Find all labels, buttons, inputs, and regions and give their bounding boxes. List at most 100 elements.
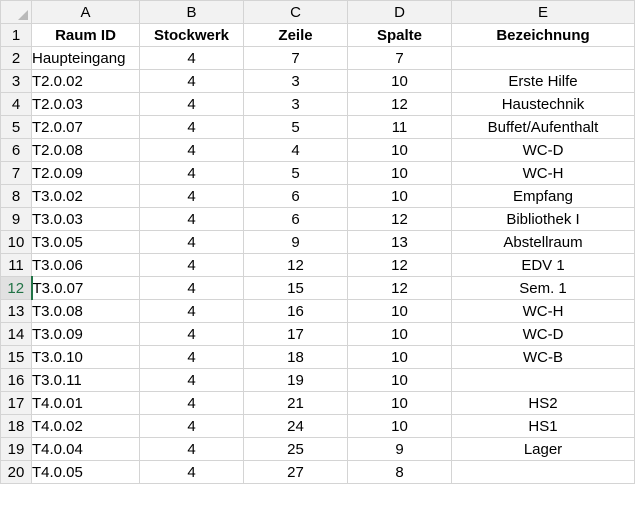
row-number[interactable]: 4: [0, 92, 32, 116]
raum-id-cell[interactable]: T2.0.02: [31, 69, 140, 93]
zeile-cell[interactable]: 15: [243, 276, 348, 300]
spalte-cell[interactable]: 12: [347, 92, 452, 116]
bezeichnung-cell[interactable]: EDV 1: [451, 253, 635, 277]
column-header-c[interactable]: C: [243, 0, 348, 24]
column-header-d[interactable]: D: [347, 0, 452, 24]
zeile-cell[interactable]: 5: [243, 161, 348, 185]
row-number[interactable]: 11: [0, 253, 32, 277]
raum-id-cell[interactable]: T2.0.08: [31, 138, 140, 162]
stockwerk-cell[interactable]: 4: [139, 391, 244, 415]
spalte-cell[interactable]: 10: [347, 299, 452, 323]
spalte-cell[interactable]: 12: [347, 253, 452, 277]
zeile-cell[interactable]: 16: [243, 299, 348, 323]
zeile-cell[interactable]: 17: [243, 322, 348, 346]
select-all-corner[interactable]: [0, 0, 32, 24]
row-number[interactable]: 6: [0, 138, 32, 162]
bezeichnung-cell[interactable]: WC-D: [451, 138, 635, 162]
spalte-cell[interactable]: 12: [347, 276, 452, 300]
bezeichnung-cell[interactable]: WC-H: [451, 161, 635, 185]
row-number[interactable]: 18: [0, 414, 32, 438]
stockwerk-cell[interactable]: 4: [139, 368, 244, 392]
zeile-cell[interactable]: 6: [243, 207, 348, 231]
bezeichnung-cell[interactable]: Bibliothek I: [451, 207, 635, 231]
raum-id-cell[interactable]: T4.0.05: [31, 460, 140, 484]
stockwerk-cell[interactable]: 4: [139, 69, 244, 93]
row-number[interactable]: 5: [0, 115, 32, 139]
raum-id-cell[interactable]: T2.0.07: [31, 115, 140, 139]
stockwerk-cell[interactable]: 4: [139, 184, 244, 208]
bezeichnung-cell[interactable]: [451, 46, 635, 70]
stockwerk-cell[interactable]: 4: [139, 161, 244, 185]
zeile-cell[interactable]: 27: [243, 460, 348, 484]
bezeichnung-cell[interactable]: Haustechnik: [451, 92, 635, 116]
row-number[interactable]: 14: [0, 322, 32, 346]
raum-id-cell[interactable]: T4.0.02: [31, 414, 140, 438]
zeile-cell[interactable]: 19: [243, 368, 348, 392]
column-header-a[interactable]: A: [31, 0, 140, 24]
spalte-cell[interactable]: 9: [347, 437, 452, 461]
row-number[interactable]: 20: [0, 460, 32, 484]
stockwerk-cell[interactable]: 4: [139, 92, 244, 116]
stockwerk-cell[interactable]: 4: [139, 230, 244, 254]
zeile-cell[interactable]: 7: [243, 46, 348, 70]
row-number[interactable]: 12: [0, 276, 33, 300]
row-number[interactable]: 7: [0, 161, 32, 185]
stockwerk-cell[interactable]: 4: [139, 460, 244, 484]
stockwerk-cell[interactable]: 4: [139, 299, 244, 323]
row-number[interactable]: 1: [0, 23, 32, 47]
row-number[interactable]: 9: [0, 207, 32, 231]
bezeichnung-cell[interactable]: WC-D: [451, 322, 635, 346]
raum-id-cell[interactable]: T2.0.03: [31, 92, 140, 116]
raum-id-cell[interactable]: T3.0.07: [31, 276, 140, 300]
stockwerk-cell[interactable]: 4: [139, 276, 244, 300]
zeile-cell[interactable]: 21: [243, 391, 348, 415]
spalte-cell[interactable]: 10: [347, 138, 452, 162]
row-number[interactable]: 17: [0, 391, 32, 415]
row-number[interactable]: 10: [0, 230, 32, 254]
bezeichnung-cell[interactable]: WC-H: [451, 299, 635, 323]
raum-id-cell[interactable]: T3.0.09: [31, 322, 140, 346]
row-number[interactable]: 16: [0, 368, 32, 392]
bezeichnung-cell[interactable]: [451, 460, 635, 484]
stockwerk-cell[interactable]: 4: [139, 46, 244, 70]
bezeichnung-cell[interactable]: [451, 368, 635, 392]
bezeichnung-cell[interactable]: Abstellraum: [451, 230, 635, 254]
row-number[interactable]: 19: [0, 437, 32, 461]
stockwerk-cell[interactable]: 4: [139, 253, 244, 277]
header-cell-raum-id[interactable]: Raum ID: [31, 23, 140, 47]
spalte-cell[interactable]: 10: [347, 184, 452, 208]
spalte-cell[interactable]: 10: [347, 391, 452, 415]
raum-id-cell[interactable]: T2.0.09: [31, 161, 140, 185]
raum-id-cell[interactable]: Haupteingang: [31, 46, 140, 70]
header-cell-zeile[interactable]: Zeile: [243, 23, 348, 47]
bezeichnung-cell[interactable]: Erste Hilfe: [451, 69, 635, 93]
raum-id-cell[interactable]: T3.0.08: [31, 299, 140, 323]
stockwerk-cell[interactable]: 4: [139, 138, 244, 162]
stockwerk-cell[interactable]: 4: [139, 115, 244, 139]
raum-id-cell[interactable]: T3.0.10: [31, 345, 140, 369]
spalte-cell[interactable]: 10: [347, 161, 452, 185]
zeile-cell[interactable]: 3: [243, 69, 348, 93]
raum-id-cell[interactable]: T3.0.11: [31, 368, 140, 392]
spalte-cell[interactable]: 7: [347, 46, 452, 70]
bezeichnung-cell[interactable]: HS2: [451, 391, 635, 415]
raum-id-cell[interactable]: T3.0.06: [31, 253, 140, 277]
raum-id-cell[interactable]: T4.0.04: [31, 437, 140, 461]
bezeichnung-cell[interactable]: Lager: [451, 437, 635, 461]
bezeichnung-cell[interactable]: Buffet/Aufenthalt: [451, 115, 635, 139]
row-number[interactable]: 3: [0, 69, 32, 93]
zeile-cell[interactable]: 3: [243, 92, 348, 116]
stockwerk-cell[interactable]: 4: [139, 322, 244, 346]
bezeichnung-cell[interactable]: WC-B: [451, 345, 635, 369]
zeile-cell[interactable]: 18: [243, 345, 348, 369]
raum-id-cell[interactable]: T4.0.01: [31, 391, 140, 415]
spalte-cell[interactable]: 10: [347, 345, 452, 369]
row-number[interactable]: 2: [0, 46, 32, 70]
spalte-cell[interactable]: 11: [347, 115, 452, 139]
bezeichnung-cell[interactable]: Sem. 1: [451, 276, 635, 300]
spalte-cell[interactable]: 10: [347, 322, 452, 346]
spalte-cell[interactable]: 8: [347, 460, 452, 484]
zeile-cell[interactable]: 4: [243, 138, 348, 162]
raum-id-cell[interactable]: T3.0.03: [31, 207, 140, 231]
spalte-cell[interactable]: 10: [347, 368, 452, 392]
